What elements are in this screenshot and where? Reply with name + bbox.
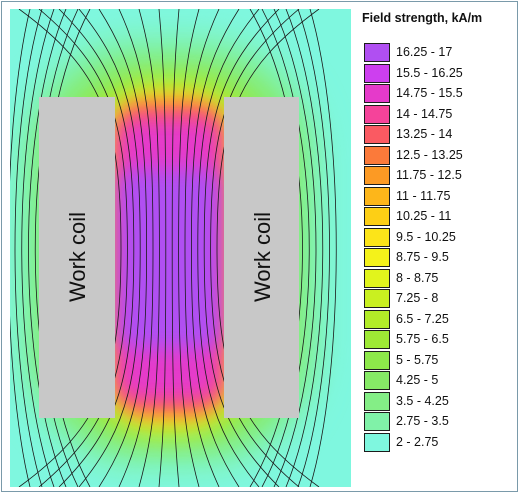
legend-swatch: [364, 412, 390, 431]
legend-swatch: [364, 432, 390, 452]
legend-label: 5.75 - 6.5: [396, 332, 449, 346]
legend-swatch: [364, 145, 390, 165]
left-work-coil: [39, 97, 115, 418]
legend-item: 2 - 2.75: [364, 432, 514, 453]
legend: 16.25 - 17 15.5 - 16.25 14.75 - 15.5 14 - 1…: [364, 42, 514, 452]
legend-item: 4.25 - 5: [364, 370, 514, 391]
legend-swatch: [364, 166, 390, 185]
legend-item: 14 - 14.75: [364, 104, 514, 125]
legend-item: 9.5 - 10.25: [364, 227, 514, 248]
flux-line: [21, 9, 55, 487]
legend-label: 6.5 - 7.25: [396, 311, 449, 326]
legend-swatch: [364, 63, 390, 83]
legend-swatch: [364, 330, 390, 349]
flux-line: [297, 9, 330, 487]
flux-line: [58, 9, 135, 487]
flux-line: [98, 9, 148, 487]
legend-item: 13.25 - 14: [364, 124, 514, 145]
legend-item: 8 - 8.75: [364, 268, 514, 289]
legend-item: 3.5 - 4.25: [364, 391, 514, 412]
legend-item: 12.5 - 13.25: [364, 145, 514, 166]
legend-item: 15.5 - 16.25: [364, 63, 514, 84]
legend-item: 2.75 - 3.5: [364, 411, 514, 432]
legend-swatch: [364, 43, 390, 62]
flux-line: [203, 9, 280, 487]
left-coil-label: Work coil: [65, 212, 90, 302]
flux-line: [309, 9, 337, 487]
legend-item: 16.25 - 17: [364, 42, 514, 63]
flux-line: [138, 9, 160, 487]
legend-label: 16.25 - 17: [396, 45, 453, 59]
legend-swatch: [364, 207, 390, 226]
flux-line: [285, 9, 324, 487]
legend-label: 13.25 - 14: [396, 127, 453, 141]
flux-line: [184, 9, 220, 487]
legend-swatch: [364, 248, 390, 267]
flux-line: [249, 9, 303, 487]
flux-line: [14, 9, 43, 487]
flux-line: [190, 9, 240, 487]
right-work-coil: [224, 97, 299, 418]
flux-line: [197, 9, 260, 487]
legend-label: 10.25 - 11: [396, 209, 452, 223]
legend-label: 8.75 - 9.5: [396, 250, 449, 264]
legend-item: 5 - 5.75: [364, 350, 514, 371]
flux-line: [28, 9, 67, 487]
legend-item: 14.75 - 15.5: [364, 83, 514, 104]
legend-item: 11.75 - 12.5: [364, 165, 514, 186]
flux-line: [10, 9, 31, 487]
flux-line: [18, 9, 122, 487]
flux-line: [210, 9, 300, 487]
legend-swatch: [364, 268, 390, 288]
legend-label: 11.75 - 12.5: [396, 168, 462, 182]
flux-line: [178, 9, 200, 487]
legend-label: 9.5 - 10.25: [396, 229, 456, 244]
legend-label: 4.25 - 5: [396, 373, 439, 387]
legend-item: 11 - 11.75: [364, 186, 514, 207]
legend-label: 12.5 - 13.25: [396, 147, 463, 162]
legend-label: 2 - 2.75: [396, 434, 439, 449]
legend-item: 7.25 - 8: [364, 288, 514, 309]
flux-line: [171, 9, 180, 487]
legend-label: 5 - 5.75: [396, 352, 439, 367]
legend-swatch: [364, 104, 390, 124]
legend-swatch: [364, 391, 390, 411]
legend-swatch: [364, 289, 390, 308]
legend-label: 7.25 - 8: [396, 291, 439, 305]
legend-swatch: [364, 84, 390, 103]
legend-label: 14.75 - 15.5: [396, 86, 463, 100]
legend-swatch: [364, 309, 390, 329]
legend-label: 8 - 8.75: [396, 270, 439, 285]
legend-item: 8.75 - 9.5: [364, 247, 514, 268]
legend-label: 14 - 14.75: [396, 106, 453, 121]
legend-item: 5.75 - 6.5: [364, 329, 514, 350]
flux-line: [78, 9, 141, 487]
legend-title: Field strength, kA/m: [362, 11, 483, 25]
legend-swatch: [364, 350, 390, 370]
legend-item: 10.25 - 11: [364, 206, 514, 227]
legend-swatch: [364, 125, 390, 144]
field-plot-svg: Work coil Work coil: [10, 9, 351, 487]
right-coil-label: Work coil: [250, 212, 275, 302]
legend-swatch: [364, 227, 390, 247]
flux-line: [34, 9, 79, 487]
flux-line: [261, 9, 310, 487]
flux-line: [158, 9, 167, 487]
legend-swatch: [364, 186, 390, 206]
legend-label: 3.5 - 4.25: [396, 393, 449, 408]
flux-line: [216, 9, 320, 487]
legend-label: 15.5 - 16.25: [396, 65, 463, 80]
field-contour-band: [118, 169, 220, 349]
flux-line: [118, 9, 154, 487]
flux-line: [38, 9, 128, 487]
flux-line: [273, 9, 317, 487]
field-plot: Work coil Work coil: [10, 9, 351, 487]
legend-label: 11 - 11.75: [396, 188, 451, 203]
legend-swatch: [364, 371, 390, 390]
legend-item: 6.5 - 7.25: [364, 309, 514, 330]
flux-lines: [10, 9, 337, 487]
legend-label: 2.75 - 3.5: [396, 414, 449, 428]
